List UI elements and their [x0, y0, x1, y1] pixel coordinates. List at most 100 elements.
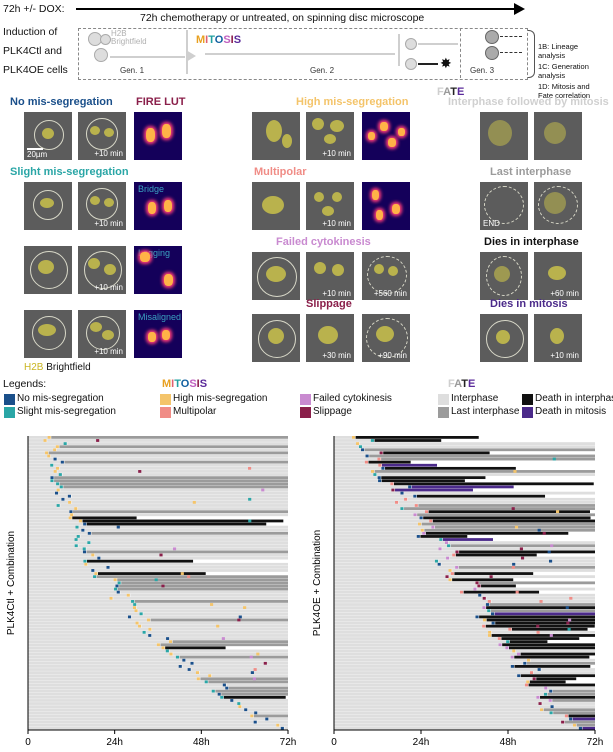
heading-letter: O: [180, 378, 190, 390]
fate-bar: [423, 516, 591, 520]
mitosis-mark: [475, 581, 479, 585]
interphase-bar: [334, 522, 419, 526]
interphase-bar: [334, 705, 551, 709]
interphase-bar: [334, 454, 366, 458]
fate-bar: [552, 689, 595, 693]
mitosis-mark: [192, 500, 196, 504]
mitosis-mark: [182, 658, 186, 662]
interphase-bar: [28, 507, 75, 510]
notes-brace: [528, 30, 535, 78]
mitosis-mark: [43, 439, 47, 442]
mitosis-mark: [69, 510, 73, 514]
mitosis-mark: [91, 569, 95, 572]
heading-letter: E: [468, 378, 476, 390]
dies-interphase-title: Dies in interphase: [484, 236, 579, 248]
fate-bar: [194, 661, 288, 665]
mitosis-mark: [512, 562, 516, 566]
microscopy-image: +560 min: [362, 252, 410, 300]
interphase-bar: [334, 652, 517, 656]
induction-label: Induction of: [3, 26, 58, 38]
mitosis-mark: [378, 463, 382, 467]
mitosis-mark: [169, 652, 173, 656]
fate-bar: [90, 541, 289, 545]
cell-icon: [100, 34, 111, 45]
heading-letter: T: [450, 86, 457, 98]
mitosis-mark: [60, 460, 64, 464]
interphase-bar: [334, 531, 423, 535]
fate-bar: [393, 482, 594, 486]
mitosis-mark: [82, 547, 86, 551]
mitosis-mark: [517, 674, 521, 678]
microscopy-image: +10 min: [78, 246, 126, 294]
mitosis-mark: [549, 711, 553, 715]
time-label: +10 min: [322, 149, 351, 158]
mitosis-mark: [508, 627, 512, 631]
mitosis-mark: [483, 618, 487, 622]
fate-bar: [84, 528, 288, 532]
fate-bar: [50, 454, 288, 458]
interphase-bar: [28, 581, 118, 585]
fate-bar: [208, 680, 288, 684]
mitosis-mark: [488, 630, 492, 634]
interphase-bar: [28, 572, 95, 575]
gen3-dash: [500, 52, 522, 53]
fate-bar: [71, 500, 288, 504]
interphase-bar: [334, 510, 425, 514]
interphase-bar: [334, 680, 527, 684]
mitosis-mark: [146, 618, 151, 622]
mitosis-mark: [487, 600, 491, 603]
interphase-bar: [28, 531, 88, 535]
fate-bar: [421, 522, 595, 526]
fate-bar: [131, 615, 288, 619]
cell-icon: [94, 48, 108, 62]
mitosis-mark: [448, 578, 452, 582]
interphase-bar: [28, 609, 135, 613]
interphase-bar: [334, 637, 498, 640]
fate-bar: [454, 572, 534, 575]
mitosis-mark: [548, 559, 553, 563]
gen2-arrow-upper: [418, 43, 458, 45]
microscopy-image: +10 min: [306, 112, 354, 160]
fate-bar: [547, 686, 595, 690]
fate-bar: [395, 488, 473, 492]
heading-letter: T: [174, 378, 181, 390]
mitosis-mark: [529, 671, 534, 674]
fate-bar: [530, 658, 595, 662]
mitosis-mark: [542, 531, 546, 535]
interphase-bar: [28, 646, 162, 650]
mitosis-mark: [516, 652, 521, 656]
interphase-bar: [334, 593, 479, 597]
mitosis-mark: [87, 531, 91, 535]
heading-letter: I: [196, 378, 200, 390]
mitosis-mark: [523, 661, 527, 665]
channel-label: H2B Brightfield: [24, 362, 91, 373]
interphase-bar: [28, 454, 48, 458]
fate-bar: [117, 578, 288, 582]
interphase-bar: [334, 436, 352, 439]
lagging-label: Lagging: [138, 248, 171, 258]
fate-word: FATE: [437, 86, 464, 98]
mitosis-mark: [238, 705, 242, 709]
gen1-label: Gen. 1: [120, 66, 145, 75]
mitosis-mark: [370, 439, 374, 442]
microscopy-image: [534, 112, 582, 160]
fate-bar: [501, 637, 580, 640]
fate-bar: [268, 717, 288, 721]
interphase-bar: [334, 572, 451, 575]
microscopy-image: [480, 314, 528, 362]
mitosis-mark: [134, 609, 138, 613]
fate-bar: [73, 510, 289, 514]
interphase-bar: [28, 497, 62, 501]
fate-bar: [552, 699, 595, 702]
interphase-bar: [28, 643, 157, 647]
mitosis-mark: [250, 671, 254, 674]
microscopy-image: [480, 252, 528, 300]
mitosis-mark: [512, 649, 516, 653]
microscopy-image: +10 min: [78, 182, 126, 230]
x-tick-label: 48h: [500, 737, 517, 748]
fate-bar: [191, 668, 288, 671]
fate-bar: [65, 497, 289, 501]
fate-bar: [491, 634, 595, 637]
interphase-bar: [28, 692, 218, 696]
fate-bar: [72, 516, 137, 520]
